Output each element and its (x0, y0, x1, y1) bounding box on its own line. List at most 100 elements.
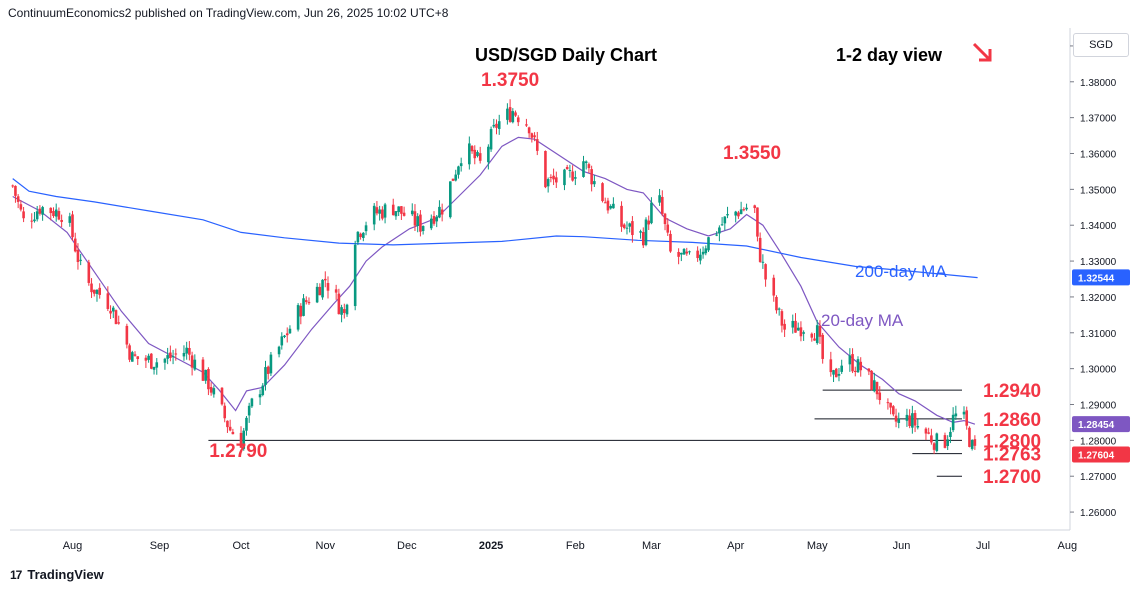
x-tick-label: Dec (397, 540, 417, 552)
candle-body (650, 202, 653, 224)
candle-body (416, 216, 419, 227)
candle-body (239, 432, 243, 448)
candle-body (245, 417, 248, 431)
candle-body (79, 259, 82, 261)
view-label: 1-2 day view (836, 45, 943, 65)
candle-body (438, 206, 441, 218)
candle-body (527, 127, 531, 134)
candle-body (677, 251, 680, 257)
level-label: 1.2763 (983, 445, 1041, 466)
candle-body (699, 254, 702, 261)
candle-body (413, 211, 417, 226)
candle-body (302, 298, 305, 316)
candle-body (954, 413, 958, 417)
candle-body (299, 305, 303, 317)
candle-body (451, 178, 455, 181)
candle-body (525, 124, 528, 126)
candle-body (932, 443, 936, 450)
candle-body (829, 359, 833, 373)
candle-body (723, 216, 727, 224)
candle-body (886, 402, 890, 404)
candle-body (14, 185, 17, 196)
candle-body (30, 220, 34, 222)
candle-body (35, 211, 39, 220)
candle-body (410, 210, 414, 215)
candle-body (685, 251, 689, 254)
y-tick-label: 1.31000 (1080, 329, 1117, 340)
candle-body (109, 310, 112, 314)
time-axis: Aug Sep Oct Nov Dec 2025 Feb Mar Apr May Jun Jul Aug (63, 540, 1077, 552)
candle-body (837, 373, 841, 376)
candle-body (688, 251, 691, 253)
candle-body (582, 161, 585, 177)
x-tick-label: Oct (232, 540, 249, 552)
candle-body (913, 412, 917, 426)
level-label: 1.2700 (983, 467, 1041, 488)
candle-body (304, 300, 308, 303)
y-tick-label: 1.33000 (1080, 257, 1117, 268)
candle-body (131, 352, 134, 362)
candle-body (250, 398, 254, 407)
candle-body (169, 352, 172, 358)
candle-body (742, 209, 746, 211)
candle-body (927, 432, 930, 434)
candle-body (41, 207, 44, 215)
candle-body (568, 169, 572, 171)
x-tick-label: Jun (893, 540, 911, 552)
candle-body (22, 211, 25, 219)
candle-body (470, 146, 474, 152)
candle-body (764, 264, 767, 280)
candle-body (73, 238, 77, 252)
candle-body (631, 221, 634, 236)
candle-body (609, 205, 612, 209)
candle-body (111, 307, 115, 312)
y-tick-label: 1.29000 (1080, 401, 1117, 412)
candle-body (440, 209, 444, 215)
candle-body (457, 166, 460, 175)
price-tag-label: 1.27604 (1078, 451, 1115, 462)
candle-body (54, 209, 58, 217)
candle-body (497, 121, 501, 129)
candle-body (737, 212, 740, 217)
candle-body (76, 249, 80, 263)
level-label: 1.2940 (983, 381, 1041, 402)
candle-body (555, 177, 558, 183)
candle-body (739, 209, 743, 215)
candle-body (563, 169, 566, 186)
ma20-label: 20-day MA (821, 311, 904, 330)
y-tick-label: 1.28000 (1080, 436, 1117, 447)
candle-body (832, 370, 835, 375)
candle-body (870, 370, 873, 390)
candle-body (362, 232, 365, 238)
candle-body (625, 227, 629, 229)
candle-body (155, 362, 159, 368)
candle-body (174, 353, 178, 355)
candle-body (117, 322, 121, 324)
candle-body (908, 415, 911, 427)
candle-body (894, 415, 898, 422)
candle-body (603, 202, 607, 204)
candle-body (95, 289, 99, 294)
candle-body (468, 143, 471, 165)
candle-body (71, 214, 74, 238)
candle-body (16, 196, 20, 202)
candle-body (419, 214, 422, 232)
candle-body (397, 206, 400, 213)
currency-selector[interactable]: SGD (1073, 33, 1129, 57)
candle-body (92, 289, 96, 294)
20-day-maline (12, 136, 976, 425)
candle-body (783, 323, 786, 330)
candle-body (318, 286, 322, 296)
candle-body (658, 195, 661, 203)
candle-body (620, 205, 623, 227)
candle-body (454, 174, 458, 181)
candle-body (133, 354, 137, 356)
candle-body (970, 440, 974, 449)
tradingview-logo-icon: 17 (10, 567, 22, 582)
candle-body (508, 107, 512, 122)
candle-body (859, 361, 863, 371)
candle-body (207, 369, 210, 390)
candle-body (704, 248, 708, 254)
candle-body (421, 226, 425, 232)
